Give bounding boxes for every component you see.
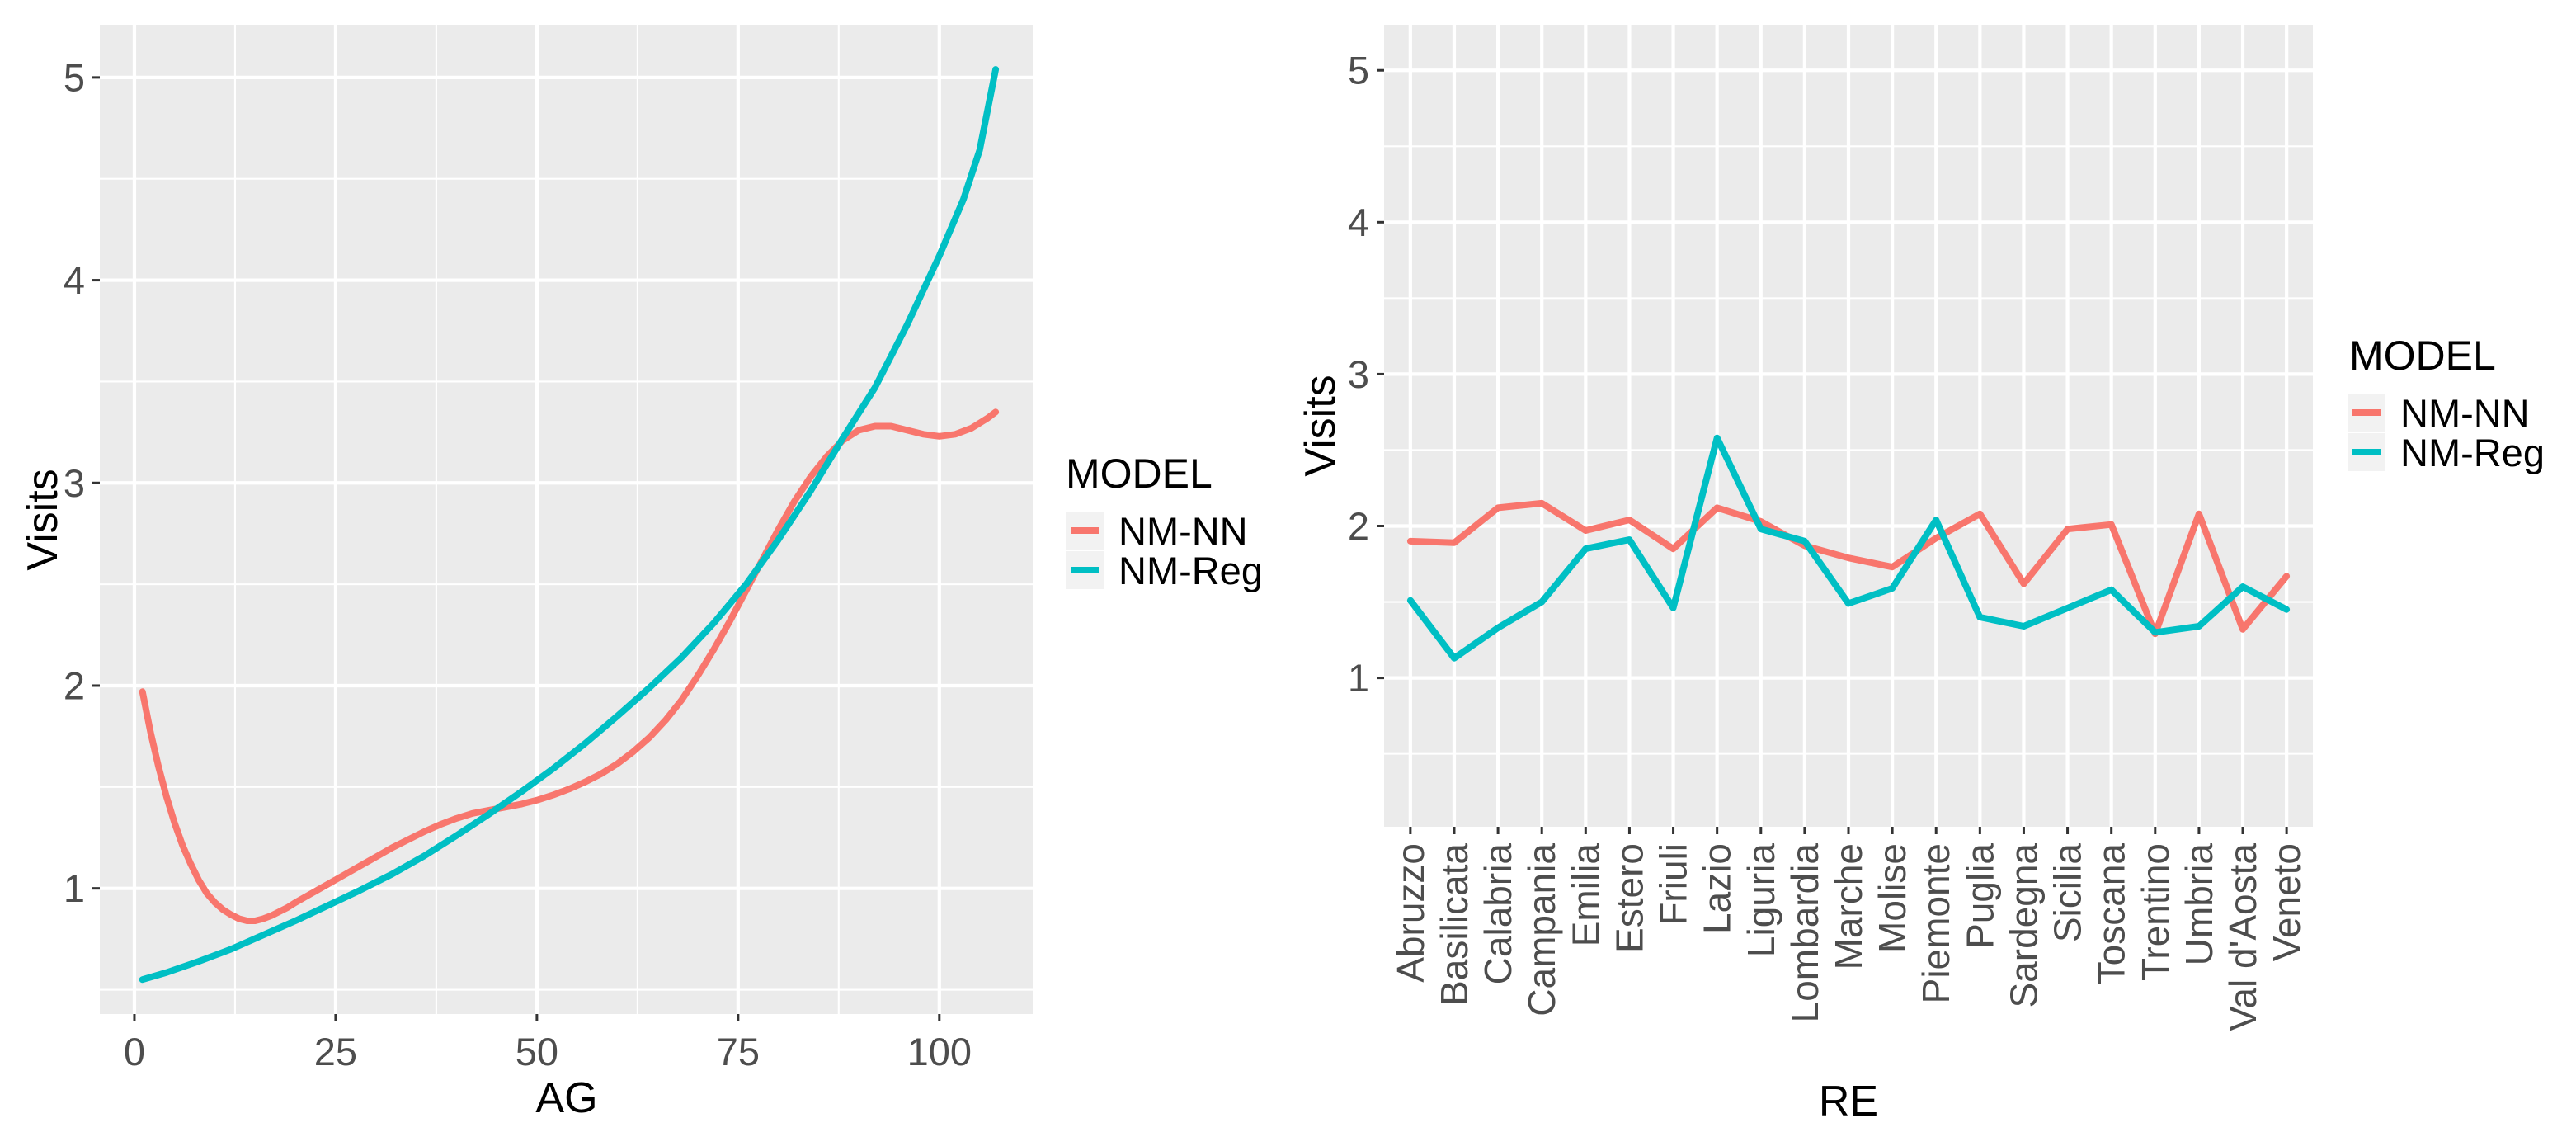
x-category-label: Lazio bbox=[1696, 843, 1739, 934]
x-tick-label: 75 bbox=[717, 1030, 760, 1073]
x-category-label: Basilicata bbox=[1433, 843, 1476, 1006]
right-legend-title: MODEL bbox=[2349, 333, 2496, 379]
right-legend: MODEL NM-NN NM-Reg bbox=[2348, 333, 2545, 474]
left-x-tick-labels: 0 25 50 75 100 bbox=[124, 1030, 972, 1073]
right-major-gridlines bbox=[1384, 25, 2313, 827]
x-category-label: Campania bbox=[1520, 843, 1563, 1017]
left-tick-marks bbox=[92, 76, 941, 1021]
x-category-label: Marche bbox=[1827, 843, 1870, 970]
series-line-nm-nn bbox=[1406, 499, 2291, 638]
right-x-tick-labels: Abruzzo Basilicata Calabria Campania Emilia E… bbox=[1389, 843, 2308, 1031]
x-category-label: Trentino bbox=[2134, 843, 2177, 981]
x-category-label: Umbria bbox=[2178, 843, 2220, 966]
left-y-tick-labels: 1 2 3 4 5 bbox=[64, 55, 85, 910]
x-category-label: Piemonte bbox=[1914, 843, 1957, 1003]
left-legend-label-nm-nn: NM-NN bbox=[1118, 509, 1248, 553]
x-tick-label: 100 bbox=[907, 1030, 972, 1073]
x-category-label: Val d'Aosta bbox=[2221, 843, 2264, 1031]
y-tick-label: 2 bbox=[64, 663, 85, 707]
series-line-nm-reg bbox=[1406, 434, 2291, 662]
y-tick-label: 1 bbox=[64, 866, 85, 910]
left-series-lines bbox=[139, 66, 1000, 984]
x-category-label: Abruzzo bbox=[1389, 843, 1432, 983]
left-minor-gridlines bbox=[100, 25, 1033, 1014]
y-tick-label: 5 bbox=[1348, 49, 1369, 92]
right-legend-label-nm-reg: NM-Reg bbox=[2400, 431, 2545, 474]
x-category-label: Sardegna bbox=[2002, 843, 2045, 1008]
right-series-lines bbox=[1406, 434, 2291, 662]
right-legend-label-nm-nn: NM-NN bbox=[2400, 391, 2530, 435]
x-category-label: Estero bbox=[1608, 843, 1651, 953]
x-tick-label: 0 bbox=[124, 1030, 145, 1073]
right-y-axis-title: Visits bbox=[1297, 375, 1345, 476]
right-y-tick-labels: 1 2 3 4 5 bbox=[1348, 49, 1369, 700]
right-tick-marks bbox=[1377, 68, 2288, 834]
series-line-nm-reg bbox=[139, 66, 1000, 984]
y-tick-label: 4 bbox=[64, 258, 85, 302]
x-category-label: Lombardia bbox=[1783, 843, 1826, 1023]
y-tick-label: 3 bbox=[64, 461, 85, 505]
left-legend: MODEL NM-NN NM-Reg bbox=[1066, 451, 1263, 592]
x-tick-label: 25 bbox=[314, 1030, 357, 1073]
left-x-axis-title: AG bbox=[535, 1074, 597, 1122]
x-category-label: Friuli bbox=[1652, 843, 1695, 926]
y-tick-label: 4 bbox=[1348, 201, 1369, 244]
right-chart: Abruzzo Basilicata Calabria Campania Emilia E… bbox=[1297, 25, 2545, 1125]
y-tick-label: 5 bbox=[64, 55, 85, 99]
x-category-label: Emilia bbox=[1564, 843, 1607, 947]
x-category-label: Veneto bbox=[2265, 843, 2308, 961]
left-legend-title: MODEL bbox=[1066, 451, 1213, 497]
x-category-label: Sicilia bbox=[2046, 843, 2089, 943]
x-category-label: Puglia bbox=[1958, 843, 2001, 949]
x-tick-label: 50 bbox=[516, 1030, 558, 1073]
right-x-axis-title: RE bbox=[1819, 1078, 1878, 1125]
y-tick-label: 1 bbox=[1348, 656, 1369, 700]
left-panel-background bbox=[100, 25, 1033, 1014]
left-chart: 0 25 50 75 100 1 2 3 4 5 Visits AG MODEL NM-NN N… bbox=[19, 25, 1263, 1122]
x-category-label: Liguria bbox=[1740, 843, 1782, 958]
x-category-label: Toscana bbox=[2090, 843, 2133, 985]
x-category-label: Molise bbox=[1871, 843, 1914, 953]
left-legend-label-nm-reg: NM-Reg bbox=[1118, 549, 1263, 592]
y-tick-label: 3 bbox=[1348, 352, 1369, 396]
x-category-label: Calabria bbox=[1476, 843, 1519, 985]
left-y-axis-title: Visits bbox=[19, 469, 67, 570]
y-tick-label: 2 bbox=[1348, 504, 1369, 548]
left-major-gridlines bbox=[100, 25, 1033, 1014]
